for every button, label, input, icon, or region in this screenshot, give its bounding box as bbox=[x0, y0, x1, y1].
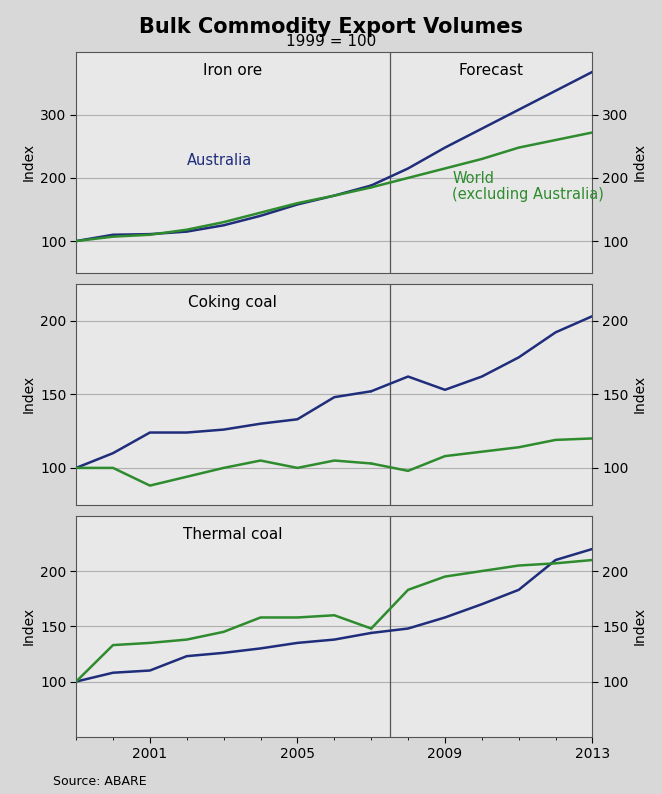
Y-axis label: Index: Index bbox=[633, 143, 647, 181]
Y-axis label: Index: Index bbox=[633, 607, 647, 646]
Text: Coking coal: Coking coal bbox=[189, 295, 277, 310]
Text: Bulk Commodity Export Volumes: Bulk Commodity Export Volumes bbox=[139, 17, 523, 37]
Text: Australia: Australia bbox=[187, 153, 252, 168]
Text: Thermal coal: Thermal coal bbox=[183, 527, 283, 542]
Text: Iron ore: Iron ore bbox=[203, 63, 263, 78]
Text: (excluding Australia): (excluding Australia) bbox=[452, 187, 604, 202]
Y-axis label: Index: Index bbox=[633, 375, 647, 414]
Y-axis label: Index: Index bbox=[22, 607, 36, 646]
Text: World: World bbox=[452, 172, 495, 186]
Text: Source: ABARE: Source: ABARE bbox=[53, 775, 146, 788]
Y-axis label: Index: Index bbox=[22, 375, 36, 414]
Y-axis label: Index: Index bbox=[22, 143, 36, 181]
Text: 1999 = 100: 1999 = 100 bbox=[286, 34, 376, 49]
Text: Forecast: Forecast bbox=[459, 63, 524, 78]
